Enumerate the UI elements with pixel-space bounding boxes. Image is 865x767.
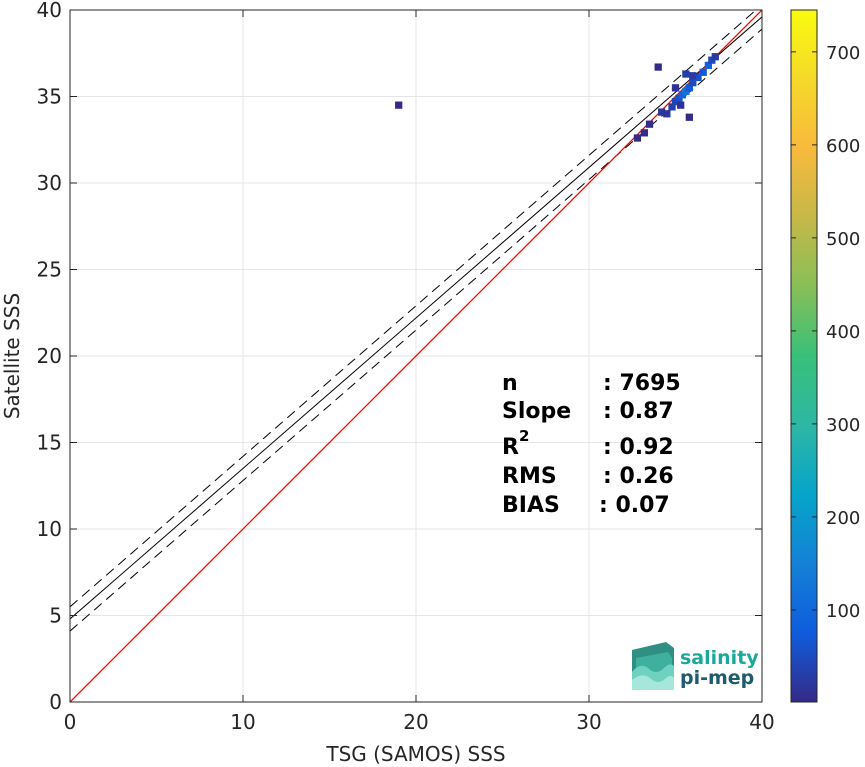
density-cell (671, 84, 680, 92)
colorbar-tick-label: 700 (826, 43, 860, 64)
y-tick-label: 35 (37, 85, 62, 109)
density-cell (633, 134, 642, 142)
density-cell (711, 53, 719, 61)
y-tick-label: 0 (49, 690, 62, 714)
stats-box: n : 7695 Slope : 0.87 R 2 : 0.92 RMS : 0… (502, 371, 681, 518)
fit-band-line (70, 28, 762, 632)
density-cell (645, 120, 654, 128)
fit-line (70, 16, 762, 620)
density-cells (395, 53, 719, 142)
density-cell (685, 84, 693, 92)
x-tick-label: 20 (403, 710, 428, 734)
y-axis-title: Satellite SSS (0, 293, 24, 419)
density-cell (677, 101, 685, 109)
density-cell (658, 108, 666, 116)
density-cell (682, 70, 690, 78)
x-tick-label: 0 (64, 710, 77, 734)
logo-text-pimep: pi-mep (680, 667, 754, 689)
colorbar-tick-label: 400 (826, 322, 860, 343)
x-tick-label: 40 (749, 710, 774, 734)
density-cell (694, 73, 702, 82)
stat-rms-value: : 0.26 (603, 464, 674, 489)
y-tick-label: 40 (37, 0, 62, 22)
colorbar-tick-label: 100 (826, 601, 860, 622)
stat-n-label: n (502, 371, 518, 396)
density-cell (704, 61, 713, 69)
y-tick-label: 15 (37, 431, 62, 455)
colorbar-tick-label: 200 (826, 508, 860, 529)
y-tick-label: 20 (37, 344, 62, 368)
density-cell (699, 68, 707, 76)
density-cell (663, 110, 671, 118)
x-tick-label: 10 (230, 710, 255, 734)
stat-bias-label: BIAS (502, 493, 560, 518)
stat-r2-label: R (502, 435, 519, 460)
logo-text-salinity: salinity (680, 647, 759, 669)
density-cell (395, 101, 403, 109)
x-axis-title: TSG (SAMOS) SSS (325, 742, 505, 766)
stat-r2-sup: 2 (519, 427, 529, 445)
fit-band-line (70, 10, 757, 608)
y-tick-label: 10 (37, 517, 62, 541)
density-cell (654, 63, 662, 71)
stat-rms-label: RMS (502, 464, 557, 489)
logo-waves-icon (632, 642, 674, 690)
colorbar-tick-label: 500 (826, 229, 860, 250)
axis-ticks: 0 10 20 30 40 0 5 10 15 20 25 30 35 40 (37, 0, 775, 734)
stat-r2-value: : 0.92 (603, 435, 674, 460)
y-tick-label: 30 (37, 171, 62, 195)
colorbar-tick-label: 300 (826, 415, 860, 436)
y-tick-label: 25 (37, 258, 62, 282)
density-cell (685, 113, 693, 121)
density-cell (689, 79, 697, 87)
stat-slope-label: Slope (502, 399, 571, 424)
density-cell (689, 72, 697, 80)
x-tick-label: 30 (576, 710, 601, 734)
colorbar-ticks: 100 200 300 400 500 600 700 (791, 43, 860, 622)
stat-bias-value: : 0.07 (599, 493, 670, 518)
stat-n-value: : 7695 (603, 371, 681, 396)
y-tick-label: 5 (49, 604, 62, 628)
colorbar (790, 9, 818, 703)
salinity-pimep-logo: salinity pi-mep (632, 642, 759, 690)
density-cell (640, 129, 648, 137)
density-cell (668, 103, 676, 111)
stat-slope-value: : 0.87 (603, 399, 674, 424)
colorbar-tick-label: 600 (826, 136, 860, 157)
